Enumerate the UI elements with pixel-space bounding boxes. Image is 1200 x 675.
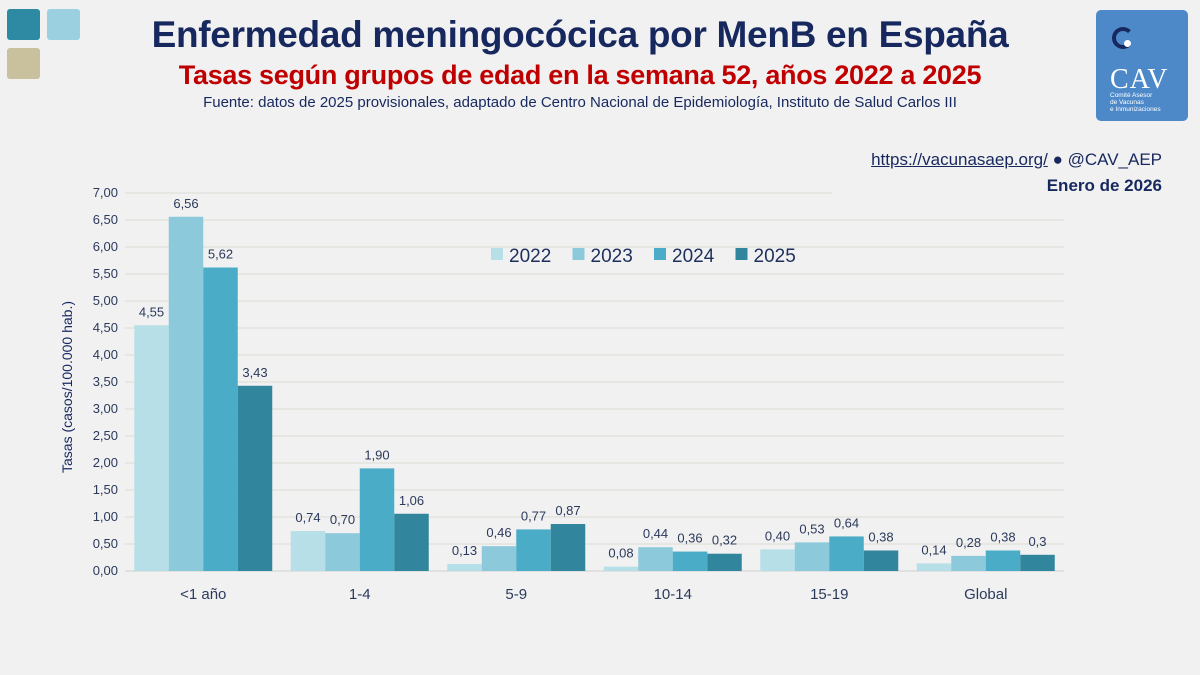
- page-subtitle: Tasas según grupos de edad en la semana …: [178, 60, 982, 90]
- bar-2024: [203, 267, 238, 571]
- bar-2023: [325, 533, 360, 571]
- data-label: 0,13: [452, 543, 477, 558]
- bar-2024: [672, 551, 708, 571]
- x-category-label: Global: [964, 586, 1007, 603]
- bar-2025: [707, 553, 742, 571]
- y-tick-label: 0,50: [93, 536, 118, 551]
- data-label: 1,06: [399, 493, 424, 508]
- bar-2025: [550, 524, 586, 571]
- bar-2023: [638, 547, 673, 571]
- data-label: 0,3: [1028, 534, 1046, 549]
- website-link[interactable]: https://vacunasaep.org/: [871, 150, 1048, 169]
- data-label: 0,70: [330, 512, 355, 527]
- x-category-label: 15-19: [810, 586, 848, 603]
- data-label: 4,55: [139, 304, 164, 319]
- cav-dot-icon: [1124, 40, 1131, 47]
- x-category-label: 10-14: [654, 586, 692, 603]
- bar-2023: [481, 546, 517, 571]
- y-tick-label: 2,00: [93, 455, 118, 470]
- decor-square-teal: [7, 9, 40, 40]
- decor-square-light-blue: [47, 9, 80, 40]
- y-tick-label: 0,00: [93, 563, 118, 578]
- legend-swatch-2022: [491, 248, 503, 260]
- bar-2023: [951, 555, 986, 571]
- data-label: 0,46: [486, 525, 511, 540]
- data-label: 0,28: [956, 535, 981, 550]
- bar-2023: [168, 216, 204, 571]
- y-tick-label: 5,50: [93, 266, 118, 281]
- social-handle: @CAV_AEP: [1067, 150, 1162, 169]
- bar-2025: [1020, 554, 1055, 571]
- decor-square-beige: [7, 48, 40, 79]
- legend-label: 2022: [509, 246, 551, 267]
- y-tick-label: 6,50: [93, 212, 118, 227]
- cav-subtitle-line: e Inmunizaciones: [1110, 106, 1161, 113]
- legend-swatch-2025: [735, 248, 748, 260]
- y-tick-label: 7,00: [93, 185, 118, 200]
- bar-2024: [516, 529, 551, 571]
- cav-ring-icon: [1112, 27, 1134, 49]
- y-tick-label: 4,00: [93, 347, 118, 362]
- bar-2024: [829, 536, 864, 571]
- cav-logo: CAV Comité Asesor de Vacunas e Inmunizac…: [1096, 10, 1188, 121]
- cav-logo-name: CAV: [1110, 64, 1169, 95]
- bar-2024: [985, 550, 1021, 571]
- data-label: 0,36: [677, 531, 702, 546]
- data-label: 5,62: [208, 247, 233, 262]
- bar-2022: [603, 566, 639, 571]
- data-label: 0,38: [868, 529, 893, 544]
- data-label: 0,44: [643, 526, 668, 541]
- y-tick-label: 5,00: [93, 293, 118, 308]
- source-note: Fuente: datos de 2025 provisionales, ada…: [203, 94, 957, 111]
- cav-subtitle-line: Comité Asesor: [1110, 92, 1153, 99]
- legend-label: 2025: [754, 246, 796, 267]
- bar-2022: [447, 563, 482, 571]
- y-tick-label: 1,00: [93, 509, 118, 524]
- data-label: 0,08: [608, 546, 633, 561]
- data-label: 0,38: [990, 529, 1015, 544]
- data-label: 0,74: [295, 510, 320, 525]
- y-tick-label: 3,50: [93, 374, 118, 389]
- y-tick-label: 4,50: [93, 320, 118, 335]
- website-line: https://vacunasaep.org/ ● @CAV_AEP: [871, 150, 1162, 170]
- y-tick-label: 6,00: [93, 239, 118, 254]
- date-label: Enero de 2026: [1046, 176, 1162, 195]
- data-label: 0,14: [921, 542, 946, 557]
- x-category-label: 5-9: [505, 586, 527, 603]
- cav-subtitle-line: de Vacunas: [1110, 99, 1144, 106]
- data-label: 1,90: [364, 447, 389, 462]
- bar-2025: [863, 550, 899, 571]
- data-label: 0,64: [834, 515, 859, 530]
- data-label: 3,43: [242, 365, 267, 380]
- data-label: 6,56: [173, 196, 198, 211]
- data-label: 0,32: [712, 533, 737, 548]
- bar-2022: [290, 531, 326, 571]
- page-title: Enfermedad meningocócica por MenB en Esp…: [151, 14, 1009, 55]
- data-label: 0,53: [799, 521, 824, 536]
- bar-2025: [394, 513, 429, 571]
- x-category-label: 1-4: [349, 586, 371, 603]
- bar-2022: [916, 563, 952, 571]
- bar-2024: [359, 468, 395, 571]
- y-axis-title: Tasas (casos/100.000 hab.): [59, 301, 75, 473]
- x-category-label: <1 año: [180, 586, 226, 603]
- legend-label: 2023: [591, 246, 633, 267]
- data-label: 0,77: [521, 508, 546, 523]
- bar-2022: [134, 325, 169, 571]
- legend-swatch-2024: [654, 248, 666, 260]
- legend-label: 2024: [672, 246, 715, 267]
- bullet-separator: ●: [1052, 150, 1063, 169]
- y-tick-label: 1,50: [93, 482, 118, 497]
- bar-2022: [760, 549, 795, 571]
- bar-2025: [237, 385, 273, 571]
- data-label: 0,40: [765, 528, 790, 543]
- cav-logo-subtitle: Comité Asesor de Vacunas e Inmunizacione…: [1110, 92, 1186, 113]
- legend-swatch-2023: [572, 248, 585, 260]
- y-tick-label: 3,00: [93, 401, 118, 416]
- bar-2023: [794, 542, 830, 571]
- data-label: 0,87: [555, 503, 580, 518]
- y-tick-label: 2,50: [93, 428, 118, 443]
